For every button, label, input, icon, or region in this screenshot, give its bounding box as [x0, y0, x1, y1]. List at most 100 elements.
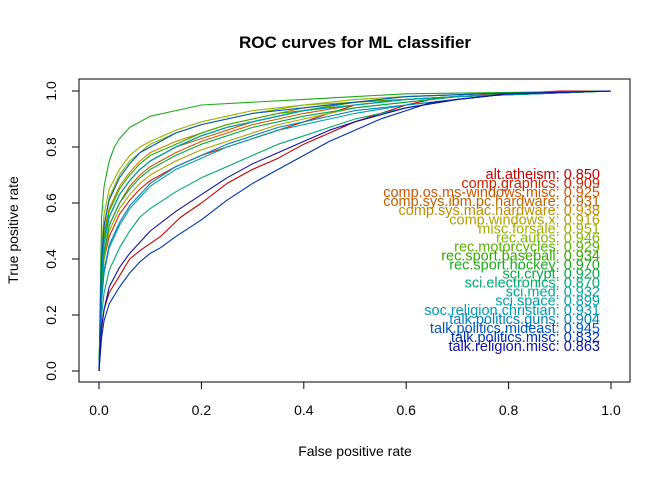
legend-series-name: sci.space — [495, 294, 555, 310]
roc-curve-rec-sport-hockey — [98, 90, 612, 372]
legend-separator: : — [556, 285, 564, 301]
y-tick-label: 0.0 — [43, 361, 59, 381]
legend-auc-value: 0.925 — [564, 185, 600, 201]
legend-separator: : — [556, 176, 564, 192]
legend-series-name: soc.religion.christian — [424, 303, 555, 319]
roc-curve-sci-crypt — [98, 90, 612, 372]
legend-auc-value: 0.945 — [564, 321, 600, 337]
legend-series-name: sci.med — [506, 285, 556, 301]
legend-separator: : — [556, 212, 564, 228]
legend-separator: : — [556, 239, 564, 255]
legend-separator: : — [556, 221, 564, 237]
legend-auc-value: 0.832 — [564, 330, 600, 346]
x-tick-label: 1.0 — [601, 402, 621, 418]
x-axis-label: False positive rate — [298, 443, 412, 459]
legend-series-name: comp.sys.ibm.pc.hardware — [383, 194, 555, 210]
legend-series-name: alt.atheism — [486, 167, 556, 183]
x-tick-label: 0.4 — [294, 402, 314, 418]
legend-entry: sci.electronics: 0.870 — [465, 276, 600, 292]
legend-series-name: comp.os.ms-windows.misc — [383, 185, 555, 201]
legend-auc-value: 0.909 — [564, 176, 600, 192]
legend-separator: : — [556, 194, 564, 210]
legend-separator: : — [556, 248, 564, 264]
legend-series-name: rec.autos — [496, 230, 556, 246]
legend-separator: : — [556, 330, 564, 346]
legend-separator: : — [556, 167, 564, 183]
y-tick-label: 0.2 — [43, 305, 59, 325]
legend-entry: sci.crypt: 0.920 — [502, 267, 600, 283]
x-tick-label: 0.2 — [192, 402, 212, 418]
legend-entry: comp.sys.mac.hardware: 0.938 — [399, 203, 601, 219]
legend-series-name: rec.sport.hockey — [449, 258, 556, 274]
x-tick-label: 0.0 — [89, 402, 109, 418]
legend-separator: : — [556, 339, 564, 355]
legend-entry: rec.sport.baseball: 0.934 — [441, 248, 600, 264]
legend-entry: soc.religion.christian: 0.931 — [424, 303, 600, 319]
y-axis-label: True positive rate — [5, 176, 21, 284]
legend-series-name: talk.politics.guns — [449, 312, 555, 328]
legend-series-name: talk.religion.misc — [448, 339, 555, 355]
y-tick-label: 0.4 — [43, 249, 59, 269]
legend-entry: misc.forsale: 0.951 — [478, 221, 600, 237]
legend-separator: : — [556, 321, 564, 337]
roc-curve-soc-religion-christian — [98, 90, 612, 372]
legend-separator: : — [556, 267, 564, 283]
legend-auc-value: 0.938 — [564, 203, 600, 219]
legend-series-name: misc.forsale — [478, 221, 555, 237]
x-tick-label: 0.8 — [499, 402, 519, 418]
x-tick-label: 0.6 — [396, 402, 416, 418]
legend-entry: sci.space: 0.899 — [495, 294, 600, 310]
chart-title: ROC curves for ML classifier — [239, 33, 471, 52]
legend-series-name: rec.motorcycles — [454, 239, 556, 255]
y-tick-label: 0.8 — [43, 137, 59, 157]
legend-auc-value: 0.946 — [564, 230, 600, 246]
legend-separator: : — [556, 276, 564, 292]
legend-auc-value: 0.904 — [564, 312, 600, 328]
legend-entry: comp.sys.ibm.pc.hardware: 0.931 — [383, 194, 600, 210]
legend-auc-value: 0.850 — [564, 167, 600, 183]
legend-entry: talk.religion.misc: 0.863 — [448, 339, 600, 355]
x-axis: 0.0 0.2 0.4 0.6 0.8 1.0 — [89, 381, 621, 418]
legend-entry: rec.motorcycles: 0.929 — [454, 239, 600, 255]
y-axis: 0.0 0.2 0.4 0.6 0.8 1.0 — [43, 81, 80, 381]
y-tick-label: 0.6 — [43, 193, 59, 213]
legend-auc-value: 0.929 — [564, 239, 600, 255]
legend-series-name: sci.crypt — [502, 267, 555, 283]
legend-entry: comp.os.ms-windows.misc: 0.925 — [383, 185, 600, 201]
legend-auc-value: 0.916 — [564, 212, 600, 228]
legend-auc-value: 0.920 — [564, 267, 600, 283]
roc-curve-talk-religion-misc — [98, 90, 612, 372]
legend-entry: comp.graphics: 0.909 — [461, 176, 600, 192]
legend-auc-value: 0.863 — [564, 339, 600, 355]
roc-curves — [98, 90, 612, 372]
legend-separator: : — [556, 203, 564, 219]
legend-series-name: talk.politics.misc — [451, 330, 556, 346]
legend-auc-value: 0.870 — [564, 276, 600, 292]
legend-auc-value: 0.951 — [564, 221, 600, 237]
legend-entry: rec.sport.hockey: 0.970 — [449, 258, 600, 274]
legend-entry: comp.windows.x: 0.916 — [449, 212, 600, 228]
legend-auc-value: 0.970 — [564, 258, 600, 274]
legend-separator: : — [556, 303, 564, 319]
legend-entry: talk.politics.guns: 0.904 — [449, 312, 600, 328]
legend-series-name: talk.politics.mideast — [430, 321, 556, 337]
roc-curve-misc-forsale — [98, 90, 612, 372]
legend-separator: : — [556, 312, 564, 328]
legend-separator: : — [556, 258, 564, 274]
legend-series-name: rec.sport.baseball — [441, 248, 555, 264]
legend-separator: : — [556, 185, 564, 201]
legend-separator: : — [556, 230, 564, 246]
legend-entry: alt.atheism: 0.850 — [486, 167, 600, 183]
legend-auc-value: 0.932 — [564, 285, 600, 301]
y-tick-label: 1.0 — [43, 81, 59, 101]
legend-series-name: comp.windows.x — [449, 212, 556, 228]
legend-series-name: sci.electronics — [465, 276, 556, 292]
legend-auc-value: 0.931 — [564, 303, 600, 319]
legend-entry: talk.politics.misc: 0.832 — [451, 330, 600, 346]
legend-auc-value: 0.899 — [564, 294, 600, 310]
legend-auc-value: 0.934 — [564, 248, 600, 264]
legend-series-name: comp.graphics — [461, 176, 555, 192]
